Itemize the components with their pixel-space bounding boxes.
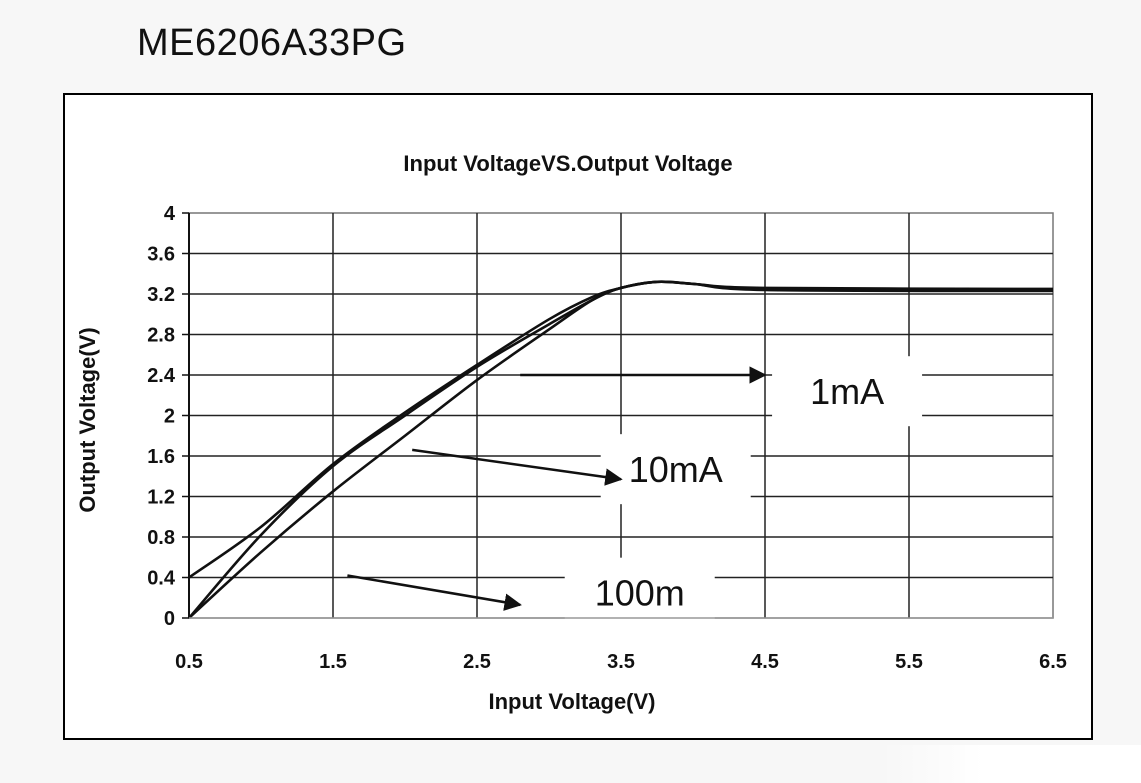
chart-title: Input VoltageVS.Output Voltage bbox=[403, 151, 732, 176]
x-tick-label: 6.5 bbox=[1039, 651, 1067, 673]
y-tick-label: 1.2 bbox=[147, 487, 175, 509]
series-layer bbox=[188, 280, 1054, 619]
x-tick-label: 2.5 bbox=[463, 651, 491, 673]
annotation-box-10ma bbox=[600, 434, 751, 505]
annotation-label-1ma: 1mA bbox=[810, 371, 884, 412]
chart-svg: Input VoltageVS.Output Voltage 1mA 10mA 10… bbox=[75, 151, 1067, 714]
annotation-label-10ma: 10mA bbox=[629, 449, 723, 490]
y-tick-label: 0.4 bbox=[147, 568, 176, 590]
x-tick-label: 1.5 bbox=[319, 651, 347, 673]
chart-frame: Input VoltageVS.Output Voltage 1mA 10mA 10… bbox=[63, 93, 1093, 740]
y-tick-label: 4 bbox=[164, 203, 176, 225]
annotation-layer: 1mA 10mA 100m bbox=[347, 356, 923, 628]
annotation-box-100m bbox=[564, 557, 715, 628]
part-number-title: ME6206A33PG bbox=[137, 22, 407, 64]
grid bbox=[188, 212, 1054, 619]
y-tick-label: 3.6 bbox=[147, 244, 175, 266]
x-axis-label: Input Voltage(V) bbox=[488, 689, 655, 714]
y-tick-label: 2 bbox=[164, 406, 175, 428]
y-axis-label: Output Voltage(V) bbox=[75, 327, 100, 512]
axis-layer: 0 0.4 0.8 1.2 1.6 2 2.4 2.8 3.2 3.6 4 0.5 1.5 2.5 3.5 4… bbox=[147, 203, 1067, 673]
y-tick-label: 0.8 bbox=[147, 527, 175, 549]
annotation-box-1ma bbox=[772, 356, 923, 427]
x-tick-label: 5.5 bbox=[895, 651, 923, 673]
y-tick-label: 2.8 bbox=[147, 325, 175, 347]
annotation-arrow-10ma bbox=[412, 448, 623, 486]
y-tick-label: 3.2 bbox=[147, 284, 175, 306]
y-tick-label: 1.6 bbox=[147, 446, 175, 468]
x-tick-label: 4.5 bbox=[751, 651, 779, 673]
annotation-arrow-100m bbox=[347, 574, 522, 611]
y-tick-label: 0 bbox=[164, 608, 175, 630]
x-tick-label: 3.5 bbox=[607, 651, 635, 673]
y-tick-label: 2.4 bbox=[147, 365, 176, 387]
bottom-fade bbox=[880, 745, 1141, 783]
annotation-label-100m: 100m bbox=[595, 573, 685, 614]
series-line-100m bbox=[188, 280, 1054, 619]
x-tick-label: 0.5 bbox=[175, 651, 203, 673]
